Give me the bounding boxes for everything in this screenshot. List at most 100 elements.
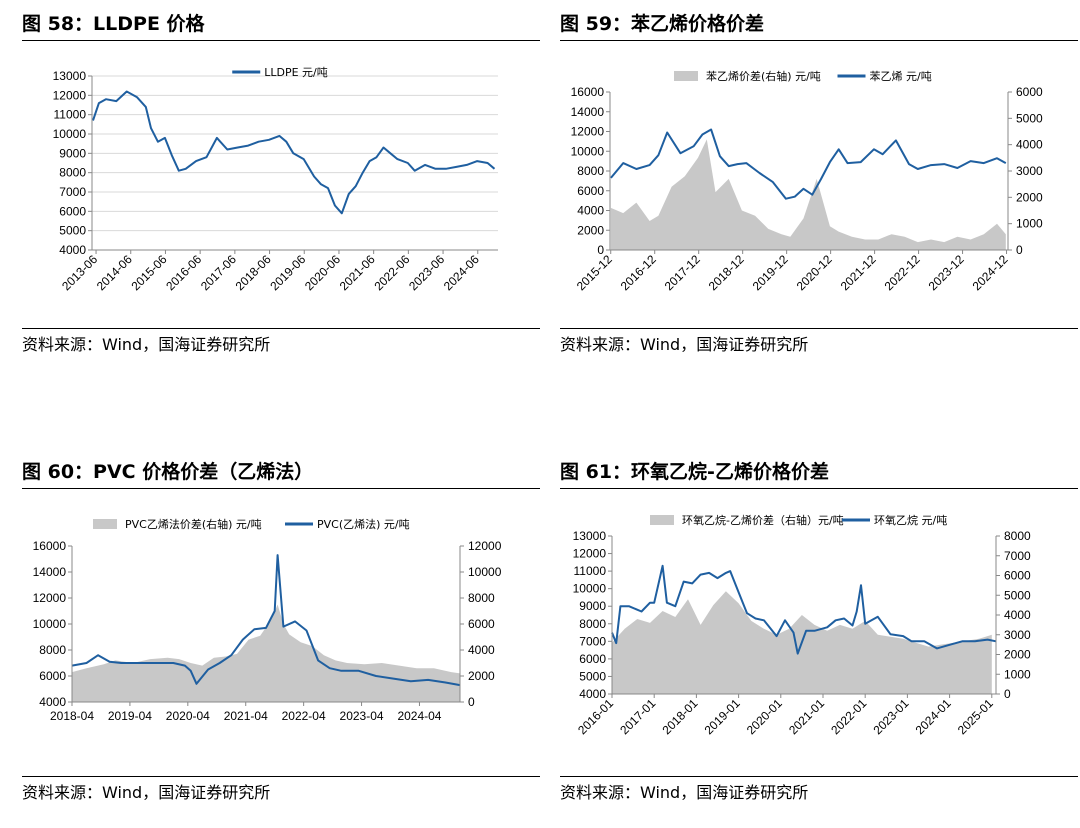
x-tick-label: 2021-06 bbox=[337, 252, 378, 293]
left-tick-label: 8000 bbox=[577, 164, 604, 178]
left-tick-label: 12000 bbox=[33, 591, 67, 605]
right-tick-label: 5000 bbox=[1004, 588, 1031, 602]
figure-59: 图 59：苯乙烯价格价差 0 2000 4000 6000 8000 10000 12000… bbox=[560, 0, 1078, 380]
left-tick-label: 4000 bbox=[577, 204, 604, 218]
series-area-spread bbox=[72, 604, 460, 702]
figure-title: 图 59：苯乙烯价格价差 bbox=[560, 13, 765, 35]
x-tick-label: 2017-01 bbox=[617, 696, 658, 737]
figure-title: 图 58：LLDPE 价格 bbox=[22, 13, 205, 35]
left-tick-label: 2000 bbox=[577, 223, 604, 237]
right-tick-label: 1000 bbox=[1016, 217, 1043, 231]
left-tick-label: 10000 bbox=[53, 127, 87, 141]
x-tick-label: 2023-01 bbox=[870, 696, 911, 737]
left-tick-label: 4000 bbox=[579, 687, 606, 701]
legend-swatch-area bbox=[650, 515, 674, 525]
x-tick-label: 2020-01 bbox=[744, 696, 785, 737]
right-tick-label: 0 bbox=[468, 695, 475, 709]
figure-60: 图 60：PVC 价格价差（乙烯法） 4000 6000 8000 10000 1200… bbox=[22, 448, 540, 828]
lldpe-price-chart: 4000 5000 6000 7000 8000 9000 10000 11000 12000 1… bbox=[53, 66, 498, 293]
series-line-price bbox=[611, 564, 997, 655]
left-tick-label: 12000 bbox=[573, 547, 607, 561]
left-tick-label: 11000 bbox=[574, 564, 607, 578]
source-divider bbox=[22, 328, 540, 329]
legend-label: 环氧乙烷-乙烯价差（右轴）元/吨 bbox=[682, 513, 844, 527]
x-tick-label: 2013-06 bbox=[59, 252, 100, 293]
eo-price-spread-chart: 4000500060007000800090001000011000120001… bbox=[573, 513, 1031, 737]
x-tick-label: 2022-04 bbox=[282, 709, 326, 723]
left-tick-label: 13000 bbox=[53, 69, 87, 83]
right-tick-label: 4000 bbox=[468, 643, 495, 657]
x-tick-label: 2018-04 bbox=[50, 709, 94, 723]
right-tick-label: 2000 bbox=[468, 669, 495, 683]
left-tick-label: 7000 bbox=[579, 634, 606, 648]
x-tick-label: 2019-04 bbox=[108, 709, 152, 723]
left-tick-label: 12000 bbox=[53, 88, 87, 102]
source-note: 资料来源：Wind，国海证券研究所 bbox=[560, 335, 809, 354]
x-tick-label: 2022-12 bbox=[882, 252, 923, 293]
x-tick-label: 2020-04 bbox=[166, 709, 210, 723]
left-tick-label: 8000 bbox=[579, 617, 606, 631]
x-tick-label: 2024-04 bbox=[397, 709, 441, 723]
left-tick-label: 6000 bbox=[39, 669, 66, 683]
left-tick-label: 0 bbox=[597, 243, 604, 257]
right-tick-label: 6000 bbox=[1016, 85, 1043, 99]
x-tick-label: 2016-12 bbox=[618, 252, 659, 293]
x-tick-label: 2018-01 bbox=[659, 696, 700, 737]
left-tick-label: 4000 bbox=[59, 243, 86, 257]
left-tick-label: 10000 bbox=[33, 617, 67, 631]
left-tick-label: 4000 bbox=[39, 695, 66, 709]
right-tick-label: 2000 bbox=[1004, 648, 1031, 662]
x-tick-label: 2020-06 bbox=[302, 252, 343, 293]
x-tick-label: 2022-01 bbox=[828, 696, 869, 737]
left-tick-label: 12000 bbox=[571, 125, 605, 139]
x-tick-label: 2018-06 bbox=[233, 252, 274, 293]
right-tick-label: 5000 bbox=[1016, 111, 1043, 125]
right-tick-label: 12000 bbox=[468, 539, 502, 553]
x-tick-label: 2021-01 bbox=[786, 696, 827, 737]
figure-58: 图 58：LLDPE 价格 4000 5000 6000 7000 8000 9000 10… bbox=[22, 0, 540, 380]
styrene-price-spread-chart: 0 2000 4000 6000 8000 10000 12000 14000 16000 0 10… bbox=[571, 69, 1043, 293]
x-tick-label: 2020-12 bbox=[794, 252, 835, 293]
right-tick-label: 0 bbox=[1004, 687, 1011, 701]
right-tick-label: 3000 bbox=[1016, 164, 1043, 178]
x-tick-label: 2016-06 bbox=[163, 252, 204, 293]
x-tick-label: 2016-01 bbox=[575, 696, 616, 737]
left-tick-label: 6000 bbox=[577, 184, 604, 198]
left-tick-label: 10000 bbox=[573, 582, 607, 596]
legend-label: 苯乙烯 元/吨 bbox=[870, 69, 932, 83]
legend-label: LLDPE 元/吨 bbox=[264, 66, 328, 79]
x-tick-label: 2017-12 bbox=[662, 252, 703, 293]
left-tick-label: 11000 bbox=[54, 108, 87, 122]
x-tick-label: 2023-12 bbox=[926, 252, 967, 293]
right-tick-label: 7000 bbox=[1004, 549, 1031, 563]
right-tick-label: 8000 bbox=[1004, 529, 1031, 543]
legend-label: PVC(乙烯法) 元/吨 bbox=[317, 517, 410, 531]
legend-swatch-area bbox=[93, 519, 117, 529]
title-divider bbox=[560, 488, 1078, 489]
x-tick-label: 2018-12 bbox=[706, 252, 747, 293]
right-tick-label: 6000 bbox=[468, 617, 495, 631]
pvc-price-spread-chart: 4000 6000 8000 10000 12000 14000 16000 0 2000 400… bbox=[33, 517, 502, 723]
legend-label: 苯乙烯价差(右轴) 元/吨 bbox=[706, 69, 821, 83]
right-tick-label: 1000 bbox=[1004, 667, 1031, 681]
x-tick-label: 2024-01 bbox=[913, 696, 954, 737]
source-divider bbox=[22, 776, 540, 777]
right-tick-label: 3000 bbox=[1004, 628, 1031, 642]
figure-title: 图 61：环氧乙烷-乙烯价格价差 bbox=[560, 461, 829, 483]
source-divider bbox=[560, 776, 1078, 777]
figure-61: 图 61：环氧乙烷-乙烯价格价差 4000 5000 6000 7000 8000 900… bbox=[560, 448, 1078, 828]
x-tick-label: 2019-01 bbox=[702, 696, 743, 737]
x-tick-label: 2014-06 bbox=[94, 252, 135, 293]
series-line-price bbox=[71, 554, 461, 687]
left-tick-label: 13000 bbox=[573, 529, 607, 543]
left-tick-label: 14000 bbox=[33, 565, 67, 579]
series-line-price bbox=[92, 90, 496, 215]
x-tick-label: 2025-01 bbox=[955, 696, 996, 737]
x-tick-label: 2015-06 bbox=[129, 252, 170, 293]
source-note: 资料来源：Wind，国海证券研究所 bbox=[560, 783, 809, 802]
left-tick-label: 5000 bbox=[579, 669, 606, 683]
right-tick-label: 10000 bbox=[468, 565, 502, 579]
left-tick-label: 8000 bbox=[59, 166, 86, 180]
left-tick-label: 14000 bbox=[571, 105, 605, 119]
title-divider bbox=[22, 488, 540, 489]
